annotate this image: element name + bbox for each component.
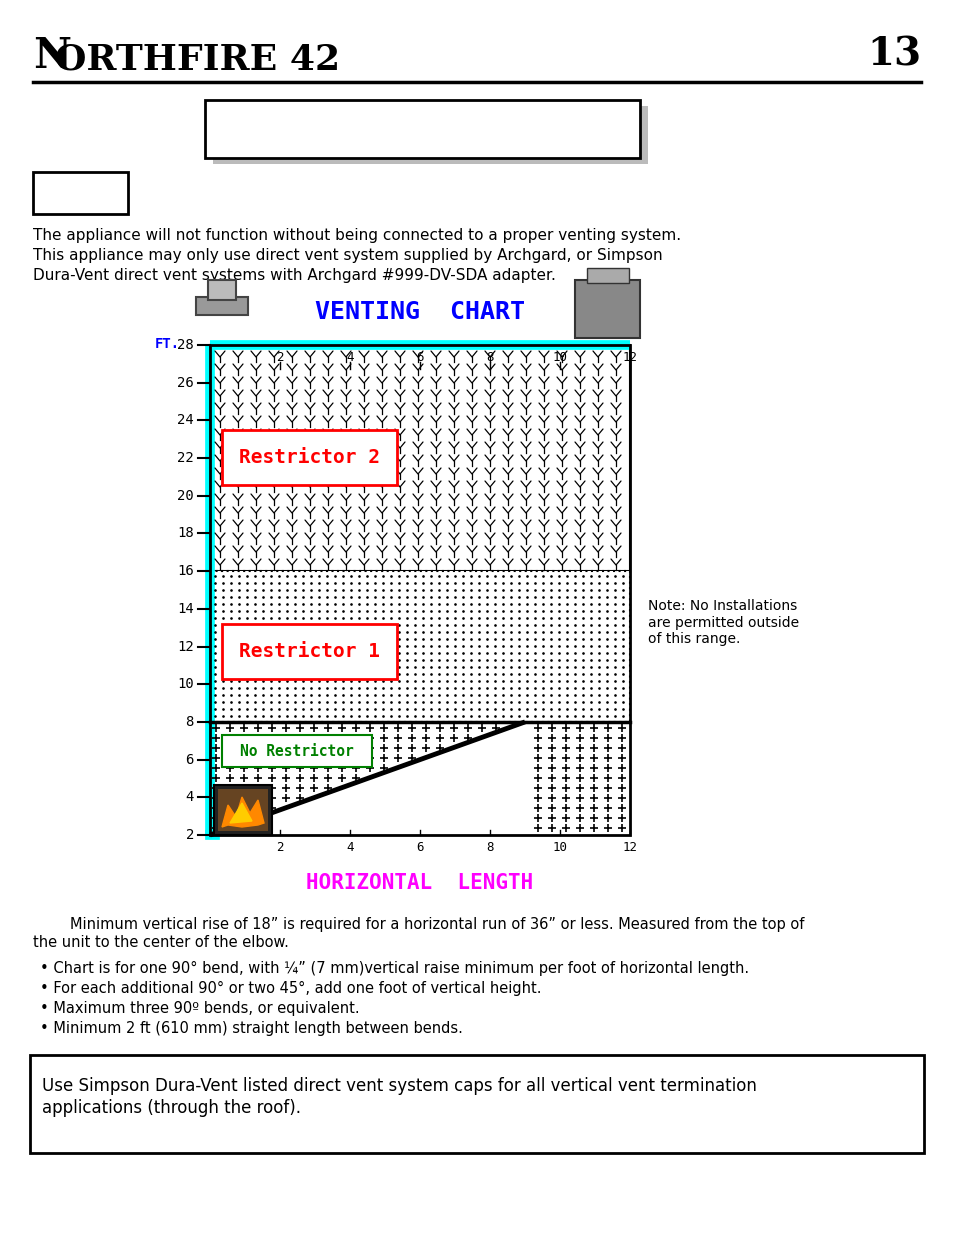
Text: • Maximum three 90º bends, or equivalent.: • Maximum three 90º bends, or equivalent… [40,1002,359,1016]
Bar [30,1055,923,1153]
Text: the unit to the center of the elbow.: the unit to the center of the elbow. [33,935,289,950]
Text: 6: 6 [416,841,423,853]
Text: 2: 2 [186,827,193,842]
Text: 12: 12 [622,841,637,853]
Bar [33,172,128,214]
Bar [222,430,396,485]
Text: applications (through the roof).: applications (through the roof). [42,1099,301,1116]
Text: 10: 10 [552,351,567,364]
Text: Restrictor 1: Restrictor 1 [239,642,379,661]
Bar [205,100,639,158]
Bar [210,345,629,571]
Text: 6: 6 [186,752,193,767]
Text: Dura-Vent direct vent systems with Archgard #999-DV-SDA adapter.: Dura-Vent direct vent systems with Archg… [33,268,556,283]
Bar [218,789,268,831]
Polygon shape [222,797,264,827]
Text: 24: 24 [177,414,193,427]
Text: 16: 16 [177,564,193,578]
Text: This appliance may only use direct vent system supplied by Archgard, or Simpson: This appliance may only use direct vent … [33,248,662,263]
Text: N: N [33,35,71,77]
Bar [222,735,372,767]
Text: 22: 22 [177,451,193,466]
Text: 10: 10 [552,841,567,853]
Text: Use Simpson Dura-Vent listed direct vent system caps for all vertical vent termi: Use Simpson Dura-Vent listed direct vent… [42,1077,756,1095]
Bar [575,280,639,338]
Text: • For each additional 90° or two 45°, add one foot of vertical height.: • For each additional 90° or two 45°, ad… [40,981,541,995]
Text: FT.: FT. [154,337,180,351]
Bar [213,785,272,835]
Text: 4: 4 [346,841,354,853]
Text: 20: 20 [177,489,193,503]
Text: 4: 4 [186,790,193,804]
Bar [210,571,629,722]
Text: 12: 12 [177,640,193,653]
Text: 12: 12 [622,351,637,364]
Text: 4: 4 [346,351,354,364]
Text: No Restrictor: No Restrictor [240,743,354,758]
Bar [195,296,248,315]
Text: 28: 28 [177,338,193,352]
Text: 13: 13 [866,35,920,73]
Text: HORIZONTAL  LENGTH: HORIZONTAL LENGTH [306,873,533,893]
Text: 8: 8 [486,841,494,853]
Bar [586,268,628,283]
Text: 2: 2 [276,351,283,364]
Text: Minimum vertical rise of 18” is required for a horizontal run of 36” or less. Me: Minimum vertical rise of 18” is required… [33,918,803,932]
Text: 18: 18 [177,526,193,541]
Text: Note: No Installations
are permitted outside
of this range.: Note: No Installations are permitted out… [647,599,799,646]
Text: Restrictor 2: Restrictor 2 [239,448,379,467]
Text: 6: 6 [416,351,423,364]
Text: • Minimum 2 ft (610 mm) straight length between bends.: • Minimum 2 ft (610 mm) straight length … [40,1021,462,1036]
Polygon shape [230,803,252,823]
Text: The appliance will not function without being connected to a proper venting syst: The appliance will not function without … [33,228,680,243]
Text: VENTING  CHART: VENTING CHART [314,300,524,324]
Text: 10: 10 [177,677,193,692]
Text: ORTHFIRE 42: ORTHFIRE 42 [55,42,340,77]
Text: 14: 14 [177,601,193,616]
Bar [213,106,647,164]
Text: 26: 26 [177,375,193,390]
Text: • Chart is for one 90° bend, with ¼” (7 mm)vertical raise minimum per foot of ho: • Chart is for one 90° bend, with ¼” (7 … [40,961,748,976]
Text: 2: 2 [276,841,283,853]
Text: 8: 8 [186,715,193,729]
Bar [210,345,629,835]
Bar [208,280,235,300]
Text: 8: 8 [486,351,494,364]
Bar [222,624,396,679]
